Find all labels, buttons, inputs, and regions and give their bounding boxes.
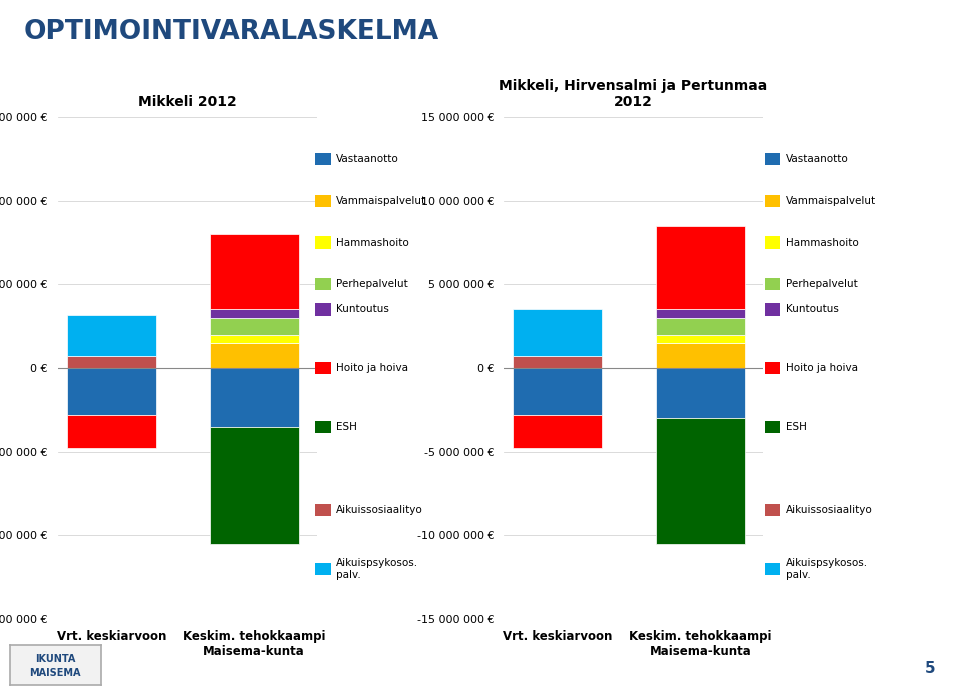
Bar xyxy=(656,368,745,418)
Text: ESH: ESH xyxy=(336,422,356,431)
Text: Aikuispsykosos.
palv.: Aikuispsykosos. palv. xyxy=(786,558,869,580)
Bar xyxy=(513,368,602,415)
Bar xyxy=(66,314,156,356)
Bar xyxy=(209,368,299,427)
Bar xyxy=(315,303,331,316)
Text: Kuntoutus: Kuntoutus xyxy=(336,305,389,314)
Bar xyxy=(765,195,780,206)
Text: 5: 5 xyxy=(924,660,935,676)
Bar xyxy=(209,334,299,343)
Text: Vammaispalvelut: Vammaispalvelut xyxy=(336,195,426,206)
Bar xyxy=(656,310,745,318)
Bar xyxy=(765,362,780,374)
Bar xyxy=(513,310,602,356)
Text: MAISEMA: MAISEMA xyxy=(30,668,81,678)
Text: Kuntoutus: Kuntoutus xyxy=(786,305,839,314)
Bar xyxy=(656,318,745,334)
Bar xyxy=(315,279,331,290)
Text: Hoito ja hoiva: Hoito ja hoiva xyxy=(336,363,408,373)
Title: Mikkeli, Hirvensalmi ja Pertunmaa
2012: Mikkeli, Hirvensalmi ja Pertunmaa 2012 xyxy=(499,78,768,109)
Bar xyxy=(209,343,299,368)
Bar xyxy=(315,504,331,517)
Bar xyxy=(209,427,299,544)
Text: Hoito ja hoiva: Hoito ja hoiva xyxy=(786,363,858,373)
Text: Aikuispsykosos.
palv.: Aikuispsykosos. palv. xyxy=(336,558,418,580)
Bar xyxy=(765,303,780,316)
Text: Perhepalvelut: Perhepalvelut xyxy=(786,279,858,290)
Bar xyxy=(765,504,780,517)
Text: Aikuissosiaalityo: Aikuissosiaalityo xyxy=(786,506,873,515)
Bar xyxy=(513,415,602,449)
Bar xyxy=(765,237,780,248)
Bar xyxy=(765,420,780,433)
Bar xyxy=(656,418,745,544)
Bar xyxy=(656,226,745,310)
Text: Vammaispalvelut: Vammaispalvelut xyxy=(786,195,876,206)
Text: ESH: ESH xyxy=(786,422,807,431)
Bar xyxy=(315,563,331,575)
Bar xyxy=(765,153,780,165)
Bar xyxy=(315,237,331,248)
Bar xyxy=(315,153,331,165)
Text: OPTIMOINTIVARAT: OPTIMOINTIVARAT xyxy=(379,67,581,86)
Text: Hammashoito: Hammashoito xyxy=(336,237,409,248)
Bar xyxy=(656,343,745,368)
Bar xyxy=(315,195,331,206)
Bar xyxy=(315,420,331,433)
Text: Aikuissosiaalityo: Aikuissosiaalityo xyxy=(336,506,422,515)
Bar xyxy=(765,279,780,290)
Text: OPTIMOINTIVARALASKELMA: OPTIMOINTIVARALASKELMA xyxy=(24,19,439,45)
Bar xyxy=(66,368,156,415)
Bar xyxy=(66,415,156,449)
Text: Vastaanotto: Vastaanotto xyxy=(786,154,849,164)
Bar xyxy=(209,318,299,334)
Bar xyxy=(209,310,299,318)
Text: IKUNTA: IKUNTA xyxy=(35,654,76,664)
Text: Hammashoito: Hammashoito xyxy=(786,237,859,248)
Bar xyxy=(315,362,331,374)
Bar xyxy=(656,334,745,343)
Text: Perhepalvelut: Perhepalvelut xyxy=(336,279,407,290)
Bar xyxy=(209,234,299,310)
Bar xyxy=(66,356,156,368)
Bar xyxy=(765,563,780,575)
Text: Vastaanotto: Vastaanotto xyxy=(336,154,398,164)
Title: Mikkeli 2012: Mikkeli 2012 xyxy=(138,95,236,109)
Bar xyxy=(513,356,602,368)
